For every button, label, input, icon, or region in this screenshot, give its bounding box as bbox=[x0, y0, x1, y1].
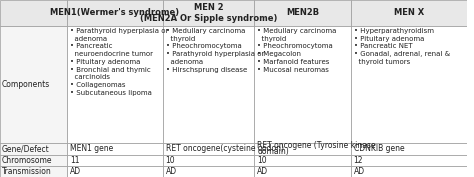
Text: 11: 11 bbox=[70, 156, 80, 165]
Text: AD: AD bbox=[257, 167, 268, 176]
Text: MEN2B: MEN2B bbox=[286, 8, 319, 18]
Bar bbox=[163, 0, 254, 26]
Text: Chromosome: Chromosome bbox=[2, 156, 53, 165]
Text: Components: Components bbox=[2, 80, 50, 89]
Text: • Hyperparathyroidism
• Pituitary adenoma
• Pancreatic NET
• Gonadal, adrenal, r: • Hyperparathyroidism • Pituitary adenom… bbox=[354, 28, 450, 65]
Bar bbox=[351, 26, 467, 143]
Bar bbox=[351, 143, 467, 155]
Text: • Medullary carcinoma
  thyroid
• Pheochromocytoma
• Megacolon
• Marfanoid featu: • Medullary carcinoma thyroid • Pheochro… bbox=[257, 28, 337, 73]
Text: RET oncogene(cysteine codon): RET oncogene(cysteine codon) bbox=[165, 144, 283, 153]
Bar bbox=[351, 0, 467, 26]
Bar bbox=[163, 166, 254, 177]
Bar bbox=[67, 155, 163, 166]
Text: Transmission: Transmission bbox=[2, 167, 52, 176]
Bar bbox=[0, 26, 67, 143]
Text: 10: 10 bbox=[165, 156, 175, 165]
Text: AD: AD bbox=[354, 167, 365, 176]
Text: MEN1(Wermer's syndrome): MEN1(Wermer's syndrome) bbox=[50, 8, 179, 18]
Text: MEN 2
(MEN2A Or Sipple syndrome): MEN 2 (MEN2A Or Sipple syndrome) bbox=[140, 3, 277, 23]
Text: 10: 10 bbox=[257, 156, 267, 165]
Text: • Medullary carcinoma
  thyroid
• Pheochromocytoma
• Parathyroid hyperplasia or
: • Medullary carcinoma thyroid • Pheochro… bbox=[165, 28, 264, 73]
Text: MEN1 gene: MEN1 gene bbox=[70, 144, 113, 153]
Bar bbox=[67, 166, 163, 177]
Text: RET oncogene (Tyrosine kinase: RET oncogene (Tyrosine kinase bbox=[257, 141, 376, 150]
Bar bbox=[254, 143, 351, 155]
Text: • Parathyroid hyperplasia or
  adenoma
• Pancreatic
  neuroendocrine tumor
• Pit: • Parathyroid hyperplasia or adenoma • P… bbox=[70, 28, 168, 96]
Bar bbox=[0, 155, 67, 166]
Bar bbox=[0, 166, 67, 177]
Text: domain): domain) bbox=[257, 147, 289, 156]
Bar bbox=[67, 0, 163, 26]
Bar bbox=[351, 166, 467, 177]
Bar bbox=[254, 155, 351, 166]
Bar bbox=[254, 0, 351, 26]
Bar bbox=[67, 143, 163, 155]
Text: AD: AD bbox=[70, 167, 81, 176]
Bar bbox=[351, 155, 467, 166]
Bar bbox=[67, 26, 163, 143]
Bar bbox=[0, 0, 67, 26]
Bar bbox=[163, 143, 254, 155]
Text: CDNKIB gene: CDNKIB gene bbox=[354, 144, 404, 153]
Text: AD: AD bbox=[165, 167, 177, 176]
Bar bbox=[254, 26, 351, 143]
Text: MEN X: MEN X bbox=[394, 8, 424, 18]
Bar bbox=[163, 155, 254, 166]
Text: Gene/Defect: Gene/Defect bbox=[2, 144, 50, 153]
Bar bbox=[163, 26, 254, 143]
Bar bbox=[0, 143, 67, 155]
Text: 12: 12 bbox=[354, 156, 363, 165]
Bar bbox=[254, 166, 351, 177]
